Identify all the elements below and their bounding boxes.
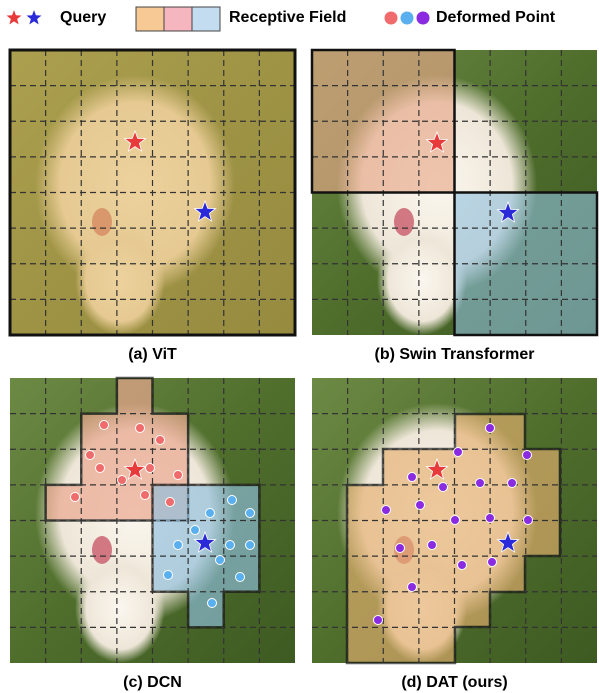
deformed-point [236,573,245,582]
query-star [25,9,42,25]
deformed-point [136,424,145,433]
panel-caption: (d) DAT (ours) [401,674,507,691]
deformed-point [226,541,235,550]
deformed-point [100,421,109,430]
legend: Query Receptive Field Deformed Point [60,7,556,31]
deformed-point [228,496,237,505]
deformed-point [382,506,391,515]
deformed-point [246,509,255,518]
legend-swatch [136,7,164,31]
legend-swatch [192,7,220,31]
deformed-point [476,479,485,488]
deformed-point [141,491,150,500]
deformed-point [439,483,448,492]
legend-swatch [164,7,192,31]
deformed-point [408,583,417,592]
deformed-point [486,424,495,433]
legend-dot [417,12,430,25]
deformed-point [454,448,463,457]
deformed-point [524,516,533,525]
deformed-point [174,471,183,480]
legend-dot [401,12,414,25]
deformed-point [166,498,175,507]
deformed-point [146,464,155,473]
page: {"legend": {"query": "Query", "receptive… [0,0,599,693]
deformed-point [96,464,105,473]
deformed-point [508,479,517,488]
panel: (b) Swin Transformer [312,50,597,363]
deformed-point [486,514,495,523]
panel-caption: (a) ViT [128,346,177,363]
deformed-point [208,599,217,608]
deformed-point [206,509,215,518]
panel-caption: (b) Swin Transformer [374,346,534,363]
deformed-point [86,451,95,460]
figure: Query Receptive Field Deformed Point (a)… [0,0,599,693]
query-star [5,9,22,25]
dog-tongue [92,536,112,564]
deformed-point [396,544,405,553]
deformed-point [374,616,383,625]
deformed-point [216,556,225,565]
panel: (d) DAT (ours) [312,378,597,691]
deformed-point [191,526,200,535]
legend-query: Query [60,9,106,26]
deformed-point [246,541,255,550]
deformed-point [488,558,497,567]
deformed-point [71,493,80,502]
deformed-point [118,476,127,485]
legend-deformed-point: Deformed Point [436,9,556,26]
panel: (a) ViT [10,50,295,363]
deformed-point [416,501,425,510]
deformed-point [451,516,460,525]
dog-tongue [394,208,414,236]
deformed-point [164,571,173,580]
panel-caption: (c) DCN [123,674,182,691]
legend-receptive-field: Receptive Field [229,9,346,26]
legend-dot [385,12,398,25]
deformed-point [156,436,165,445]
deformed-point [174,541,183,550]
deformed-point [523,451,532,460]
panel: (c) DCN [10,378,295,691]
deformed-point [428,541,437,550]
deformed-point [458,561,467,570]
deformed-point [408,473,417,482]
